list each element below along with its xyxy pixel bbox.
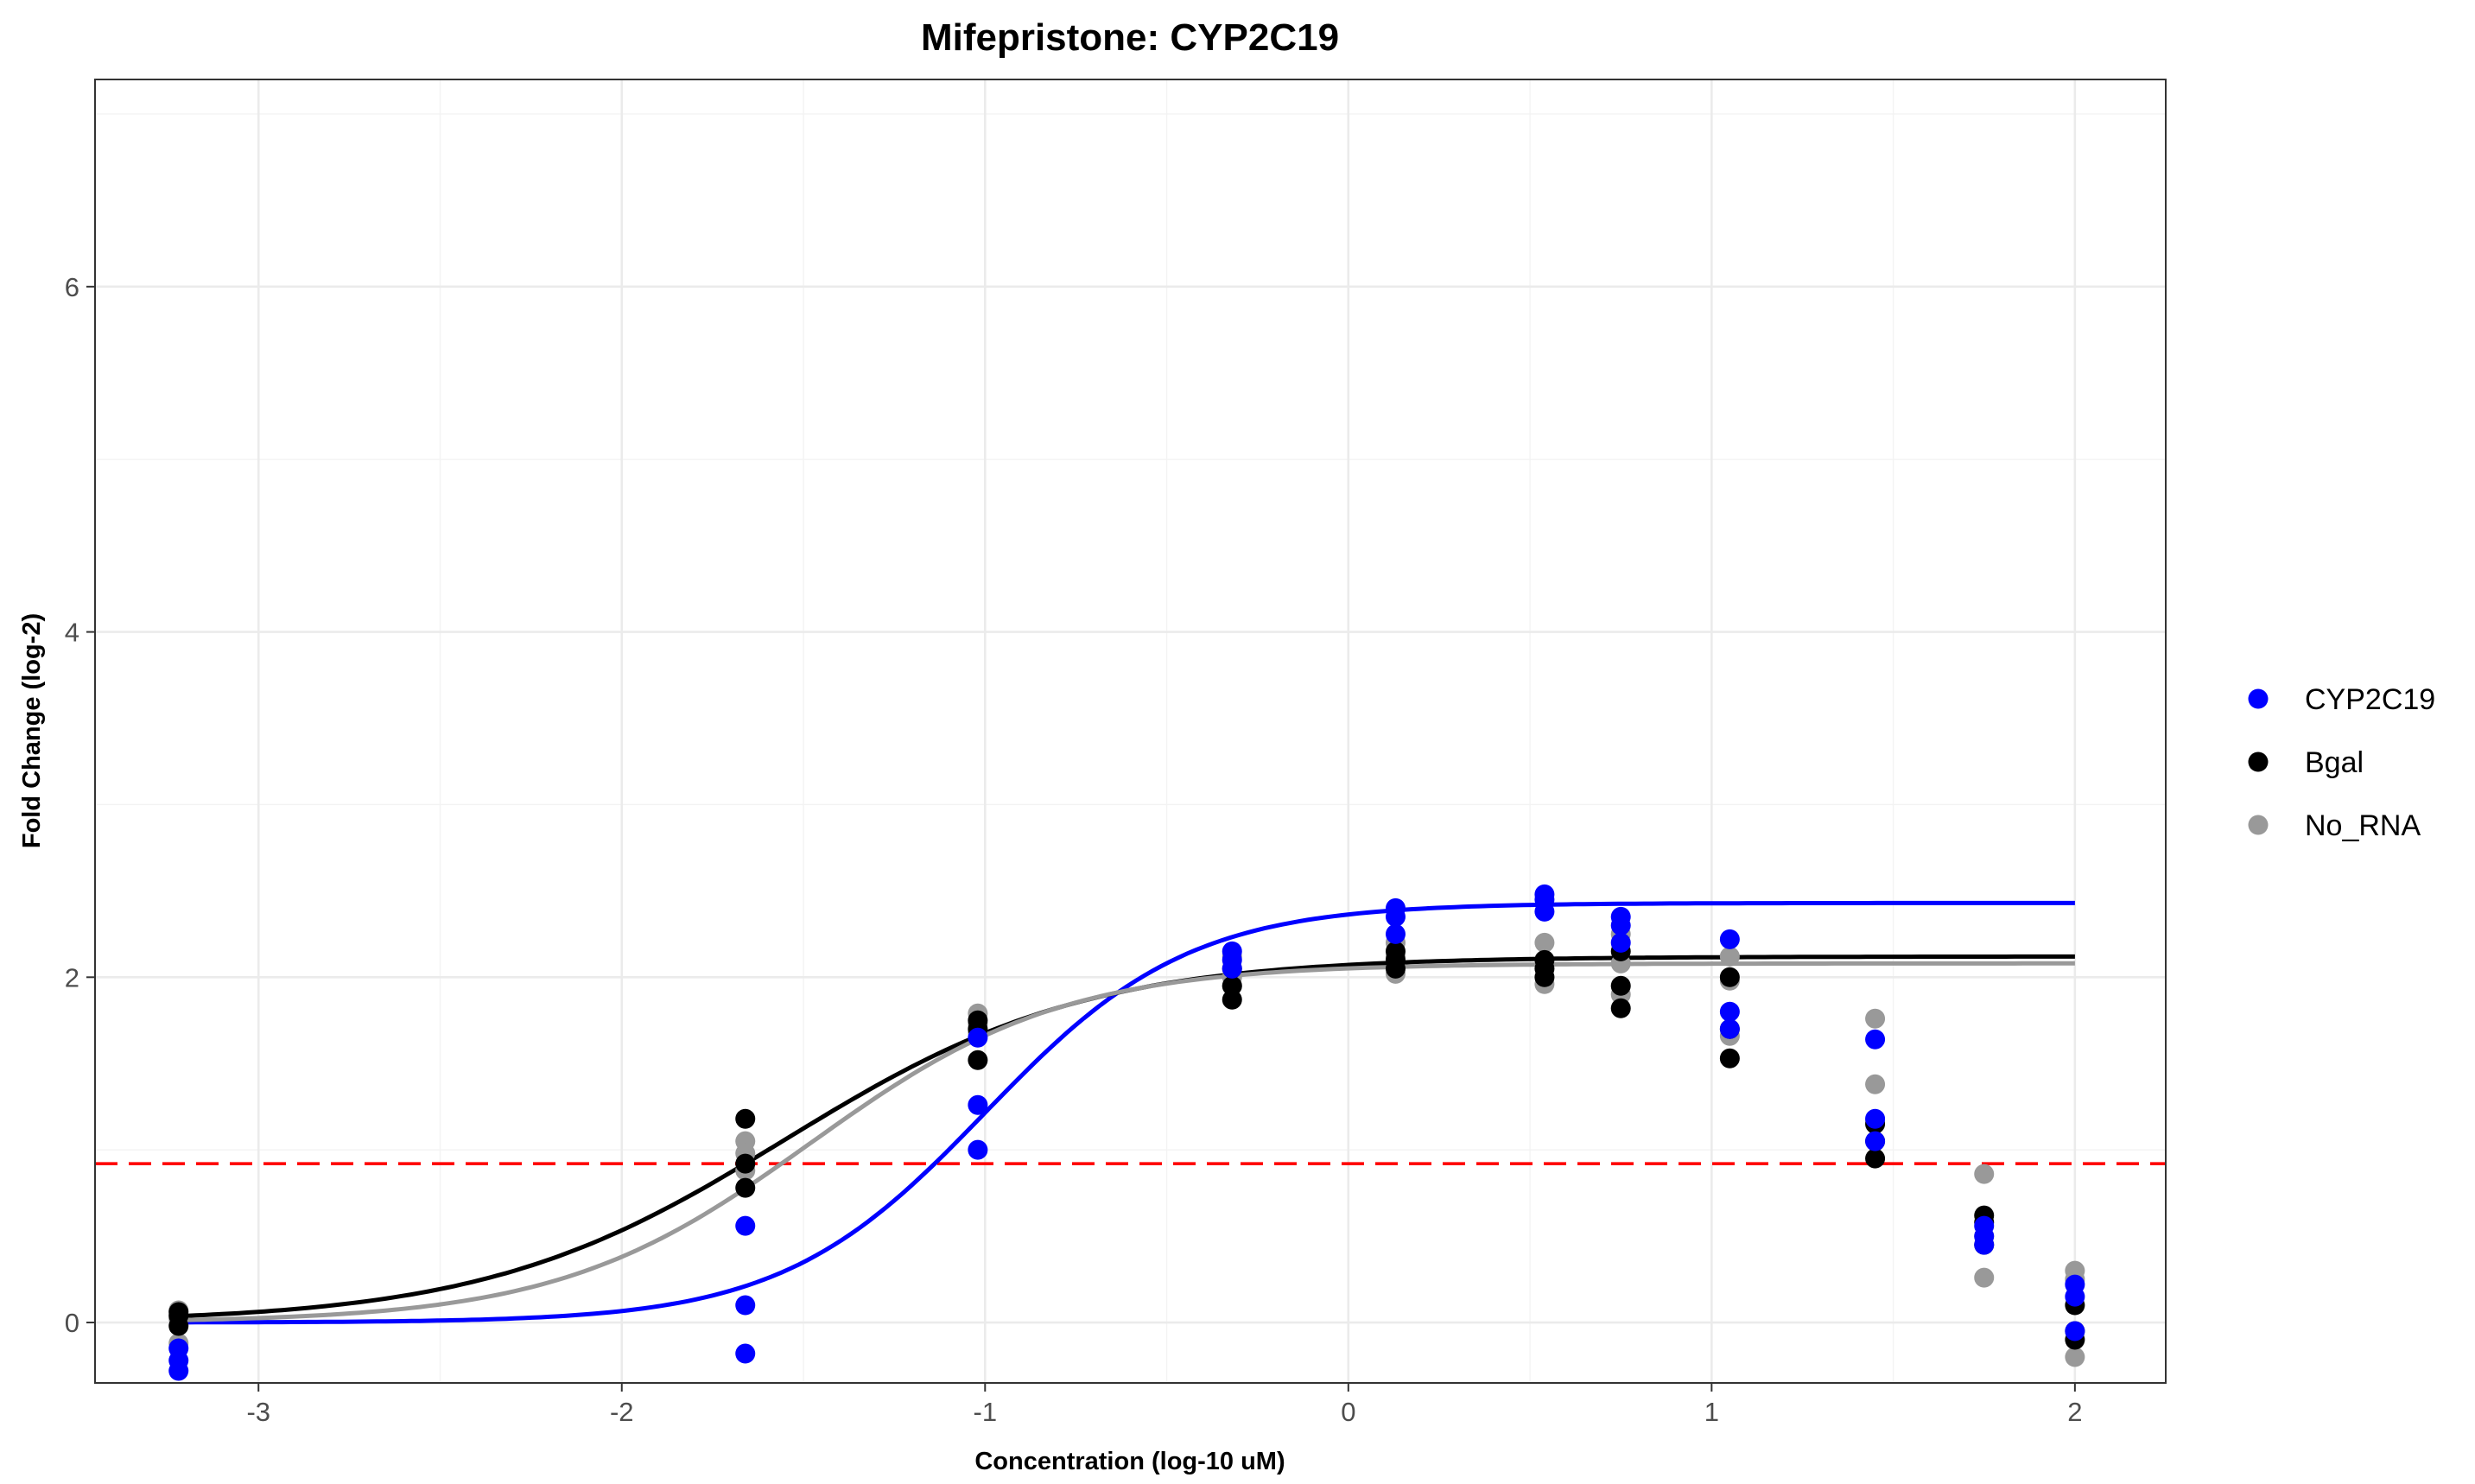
data-point-bgal <box>735 1177 756 1198</box>
data-point-no_rna <box>1719 946 1740 967</box>
data-point-cyp2c19 <box>1974 1234 1995 1255</box>
data-point-cyp2c19 <box>968 1094 988 1115</box>
x-axis: -3 -2 -1 0 1 2 <box>246 1383 2082 1427</box>
data-point-cyp2c19 <box>1719 1001 1740 1022</box>
data-point-bgal <box>735 1153 756 1174</box>
y-axis-title: Fold Change (log-2) <box>18 613 46 848</box>
fit-curve-cyp2c19 <box>178 900 2075 1325</box>
y-tick-label: 6 <box>65 272 79 302</box>
data-point-no_rna <box>1534 932 1555 953</box>
fit-curve-no_rna <box>178 961 2075 1322</box>
data-point-cyp2c19 <box>2065 1274 2085 1295</box>
y-tick-label: 2 <box>65 962 79 993</box>
data-point-bgal <box>1385 941 1406 961</box>
x-tick-label: -3 <box>246 1397 270 1427</box>
x-axis-title: Concentration (log-10 uM) <box>974 1448 1285 1475</box>
data-point-bgal <box>1222 989 1242 1010</box>
data-point-bgal <box>1719 1048 1740 1069</box>
data-point-bgal <box>1610 975 1631 996</box>
data-point-cyp2c19 <box>1222 958 1242 979</box>
chart-title: Mifepristone: CYP2C19 <box>921 16 1339 59</box>
data-point-no_rna <box>2065 1347 2085 1367</box>
panel-border <box>94 79 2167 1384</box>
x-tick-label: 1 <box>1704 1397 1719 1427</box>
x-tick-label: 0 <box>1341 1397 1355 1427</box>
fitted-curves <box>178 900 2075 1325</box>
data-point-bgal <box>968 1010 988 1031</box>
x-tick-label: 2 <box>2067 1397 2082 1427</box>
data-point-bgal <box>1222 975 1242 996</box>
data-point-bgal <box>735 1108 756 1129</box>
data-point-no_rna <box>1974 1164 1995 1184</box>
y-tick-label: 4 <box>65 618 79 648</box>
data-point-cyp2c19 <box>735 1215 756 1236</box>
data-point-cyp2c19 <box>2065 1321 2085 1341</box>
y-tick-label: 0 <box>65 1308 79 1338</box>
major-gridlines <box>95 79 2166 1383</box>
data-point-bgal <box>968 1050 988 1070</box>
data-point-no_rna <box>1865 1008 1886 1029</box>
legend-key-cyp2c19 <box>2248 688 2269 709</box>
data-point-cyp2c19 <box>735 1295 756 1316</box>
data-point-bgal <box>1610 998 1631 1018</box>
data-point-bgal <box>1534 967 1555 987</box>
data-point-cyp2c19 <box>735 1343 756 1364</box>
data-point-bgal <box>168 1305 189 1326</box>
data-point-cyp2c19 <box>1719 929 1740 949</box>
legend: CYP2C19 Bgal No_RNA <box>2248 683 2435 842</box>
data-point-no_rna <box>1974 1267 1995 1288</box>
data-point-cyp2c19 <box>1610 932 1631 953</box>
data-point-cyp2c19 <box>1865 1029 1886 1050</box>
y-axis: 0 2 4 6 <box>65 272 95 1338</box>
data-point-cyp2c19 <box>1610 915 1631 935</box>
data-point-cyp2c19 <box>1719 1018 1740 1039</box>
legend-key-bgal <box>2248 752 2269 772</box>
data-point-cyp2c19 <box>168 1338 189 1359</box>
data-point-bgal <box>1719 967 1740 987</box>
data-point-cyp2c19 <box>1385 923 1406 944</box>
minor-gridlines <box>95 79 2166 1383</box>
x-tick-label: -2 <box>610 1397 634 1427</box>
data-point-cyp2c19 <box>1534 901 1555 922</box>
data-point-bgal <box>1865 1148 1886 1169</box>
data-point-cyp2c19 <box>1865 1131 1886 1151</box>
legend-label-cyp2c19: CYP2C19 <box>2305 683 2435 716</box>
data-point-cyp2c19 <box>1865 1108 1886 1129</box>
data-point-cyp2c19 <box>968 1027 988 1048</box>
legend-label-no_rna: No_RNA <box>2305 809 2421 842</box>
legend-label-bgal: Bgal <box>2305 746 2364 779</box>
x-tick-label: -1 <box>974 1397 998 1427</box>
data-point-no_rna <box>1865 1074 1886 1094</box>
data-point-cyp2c19 <box>968 1139 988 1160</box>
data-points <box>168 884 2085 1381</box>
legend-key-no_rna <box>2248 815 2269 835</box>
data-point-cyp2c19 <box>1385 906 1406 927</box>
